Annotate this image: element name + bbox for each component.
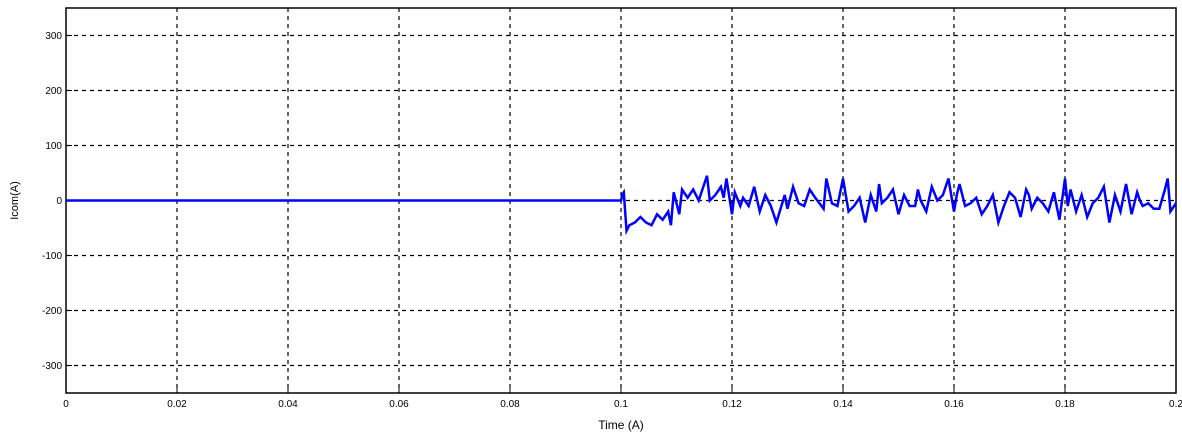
x-tick-label: 0.2 [1169,399,1182,410]
series-line [66,175,1178,236]
x-tick-label: 0.08 [500,399,520,410]
x-axis-label: Time (A) [598,418,644,432]
x-tick-label: 0.16 [944,399,964,410]
axis-ticks: 0 0.02 0.04 0.06 0.08 0.1 0.12 0.14 0.16 0.18 0.2 3… [42,31,1182,410]
y-tick-label: 100 [45,141,62,152]
y-tick-label: 0 [56,196,62,207]
series-layer [66,175,1178,236]
y-tick-label: -200 [42,306,62,317]
x-tick-label: 0 [63,399,69,410]
x-tick-label: 0.1 [614,399,628,410]
x-tick-label: 0.04 [278,399,298,410]
x-tick-label: 0.12 [722,399,742,410]
y-tick-label: -300 [42,361,62,372]
y-tick-label: -100 [42,251,62,262]
x-tick-label: 0.18 [1055,399,1075,410]
y-axis-label: Icom(A) [9,181,21,220]
x-tick-label: 0.14 [833,399,853,410]
x-tick-label: 0.06 [389,399,409,410]
x-tick-label: 0.02 [167,399,187,410]
y-tick-label: 300 [45,31,62,42]
y-tick-label: 200 [45,86,62,97]
